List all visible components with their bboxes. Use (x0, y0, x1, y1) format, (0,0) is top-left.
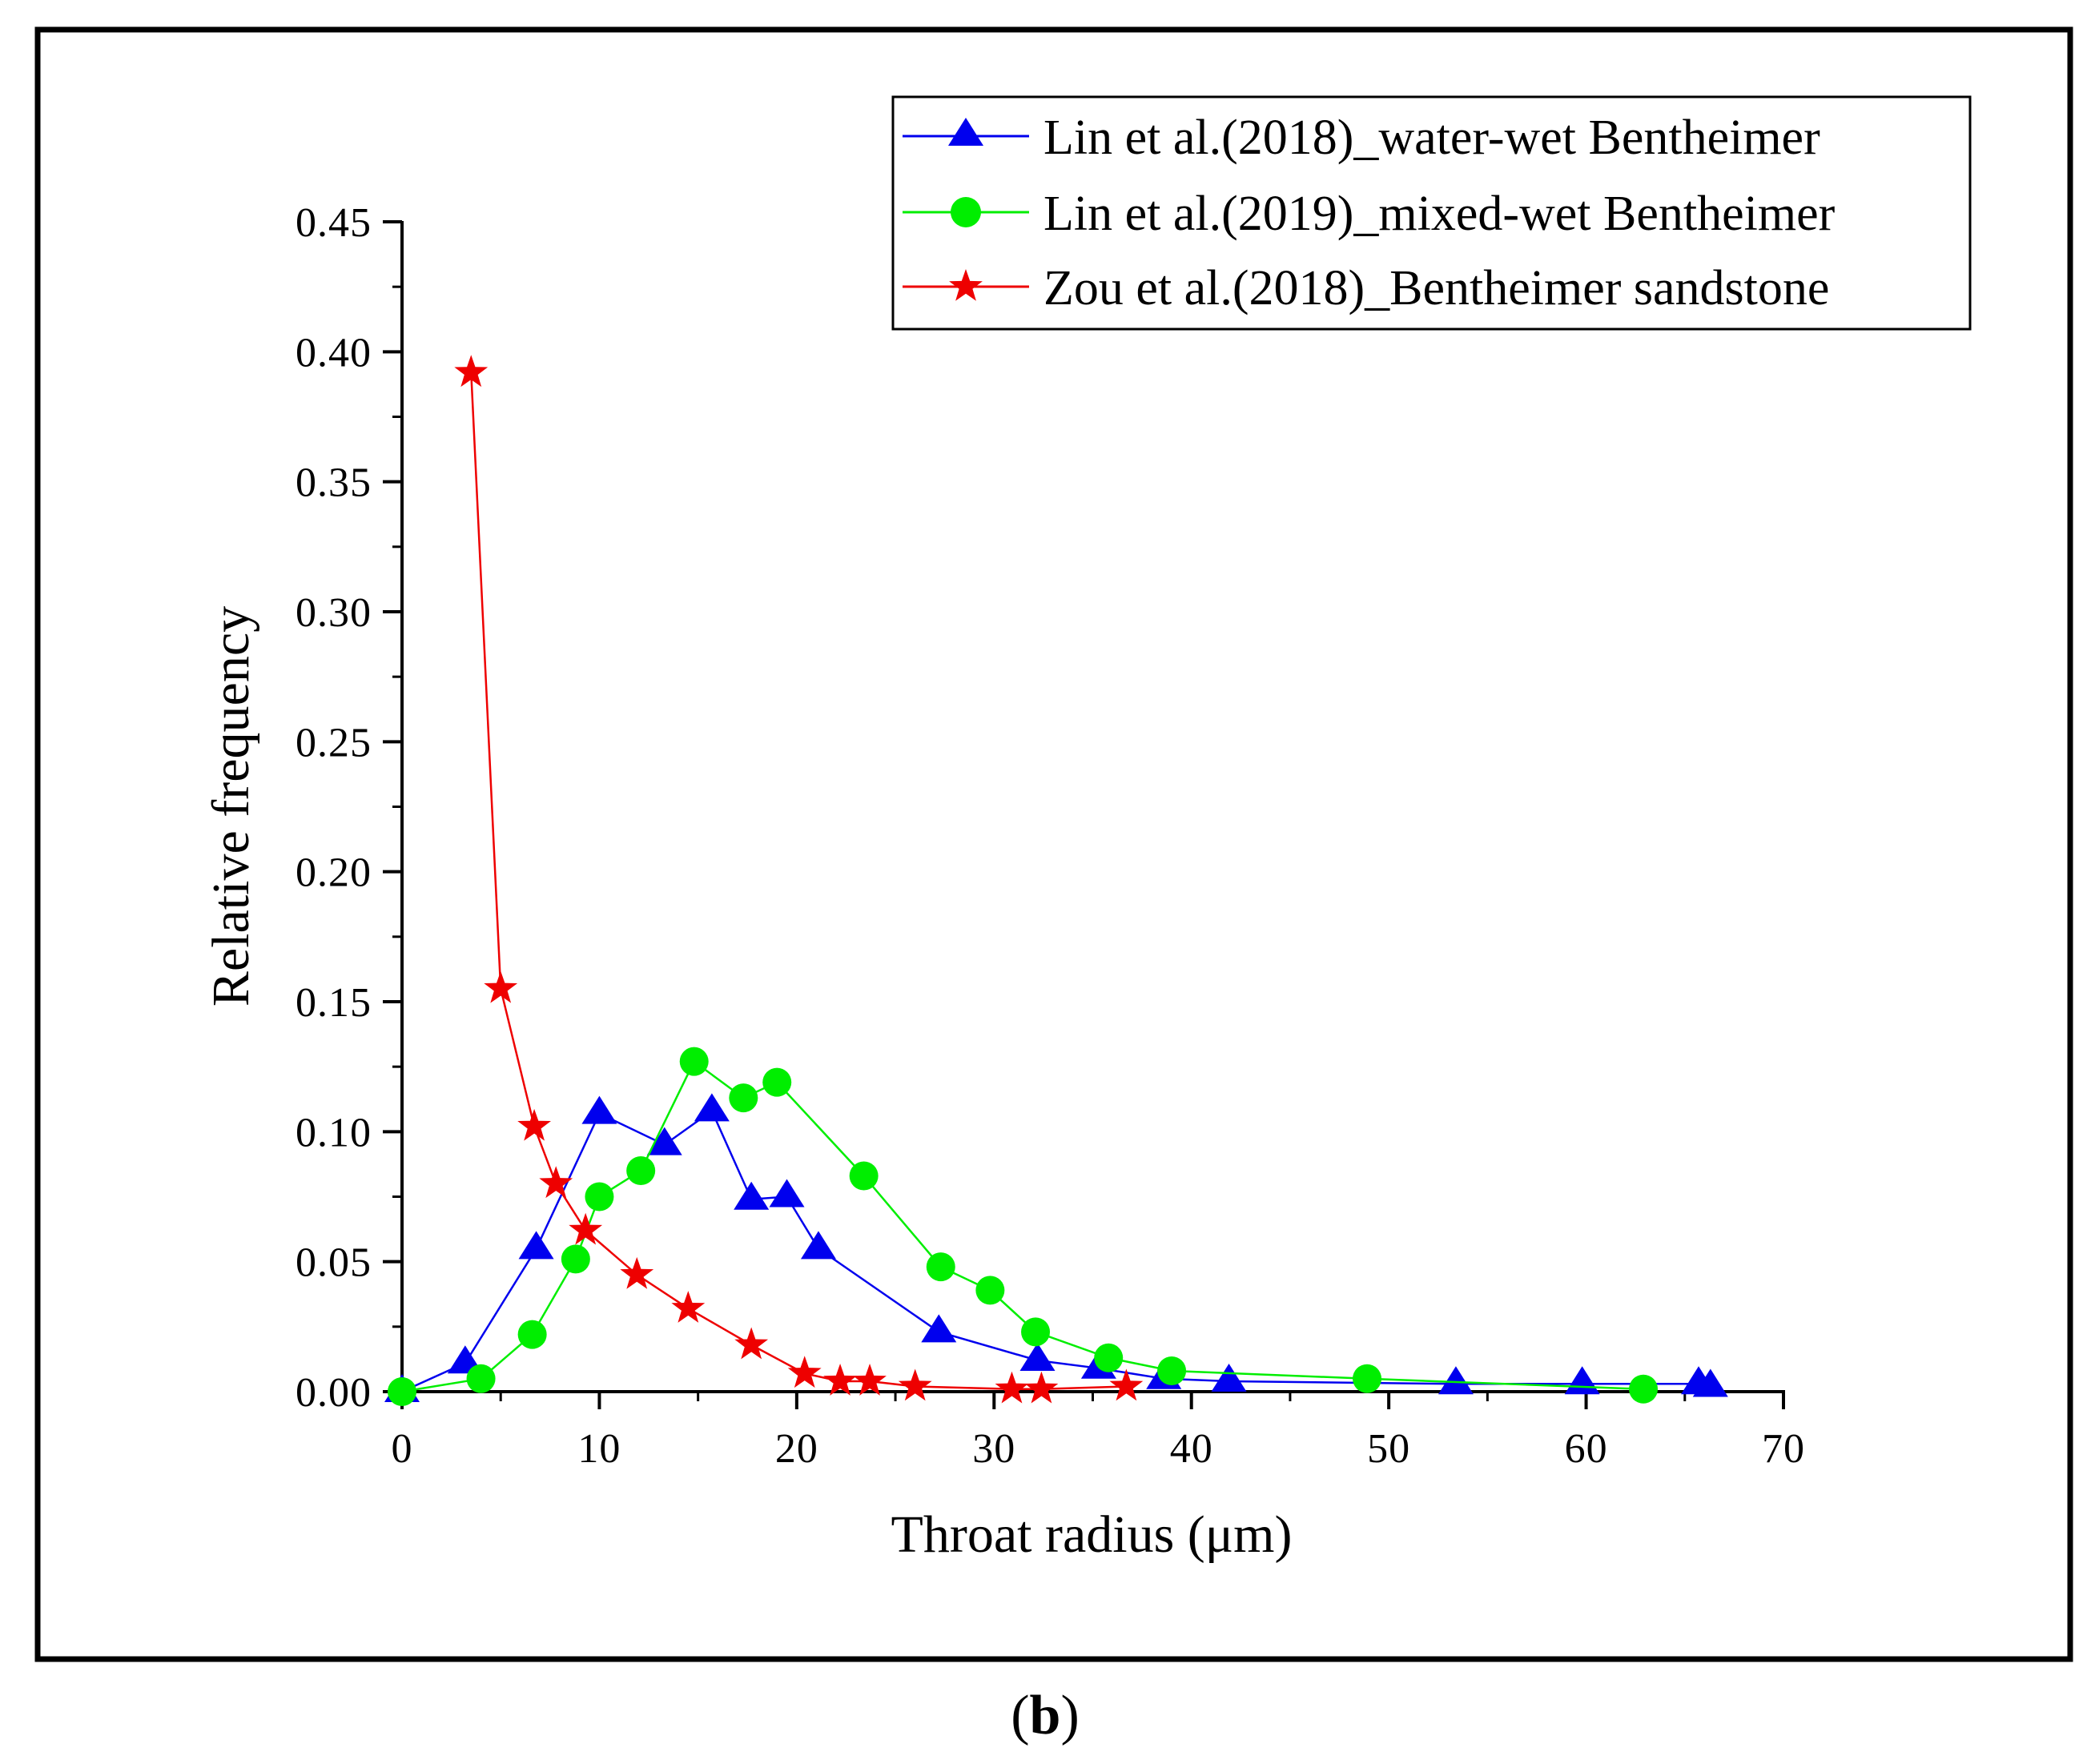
star-marker (620, 1256, 654, 1289)
y-tick-label: 0.05 (296, 1240, 372, 1286)
x-tick-label: 50 (1367, 1426, 1410, 1472)
circle-marker (561, 1244, 590, 1274)
circle-marker (585, 1182, 614, 1211)
circle-marker (679, 1047, 709, 1076)
x-tick-label: 30 (972, 1426, 1015, 1472)
legend-triangle-icon (948, 118, 983, 146)
x-tick-label: 40 (1170, 1426, 1213, 1472)
series-1 (384, 1093, 1728, 1402)
triangle-marker (1438, 1366, 1474, 1395)
circle-marker (849, 1161, 879, 1191)
y-tick-label: 0.40 (296, 330, 372, 376)
star-marker (484, 970, 518, 1003)
legend-label-zou: Zou et al.(2018)_Bentheimer sandstone (1043, 261, 1829, 315)
legend-circle-icon (951, 197, 981, 227)
x-tick-label: 70 (1762, 1426, 1805, 1472)
figure-frame (34, 26, 2073, 1662)
y-tick-label: 0.00 (296, 1370, 372, 1416)
star-marker (671, 1291, 706, 1323)
circle-marker (466, 1364, 496, 1393)
y-tick-label: 0.15 (296, 980, 372, 1026)
x-axis-ticks: 0 10 20 30 40 50 60 70 (392, 1392, 1805, 1472)
legend-box (891, 95, 1972, 331)
y-axis-ticks: 0.00 0.05 0.10 0.15 0.20 0.25 0.30 0.35 0.40 0.45 (296, 200, 402, 1416)
triangle-marker (769, 1179, 805, 1207)
series-layer (384, 355, 1728, 1406)
x-axis-title: Throat radius (μm) (891, 1505, 1293, 1564)
figure-caption: (b) (1011, 1685, 1080, 1746)
star-marker (734, 1327, 769, 1360)
legend-label-mixed-wet: Lin et al.(2019)_mixed-wet Bentheimer (1043, 187, 1836, 241)
x-tick-label: 0 (392, 1426, 413, 1472)
star-marker (539, 1166, 573, 1199)
y-tick-label: 0.10 (296, 1110, 372, 1155)
triangle-marker (800, 1231, 836, 1260)
circle-marker (388, 1377, 416, 1406)
star-marker (898, 1368, 932, 1401)
x-tick-label: 20 (775, 1426, 818, 1472)
circle-marker (517, 1320, 547, 1349)
y-tick-label: 0.45 (296, 200, 372, 246)
triangle-marker (1692, 1368, 1728, 1397)
y-tick-label: 0.25 (296, 720, 372, 765)
triangle-marker (1564, 1366, 1600, 1395)
series-line (470, 372, 1127, 1391)
caption-open: ( (1011, 1685, 1029, 1746)
circle-marker (729, 1083, 758, 1113)
star-marker (787, 1356, 822, 1388)
circle-marker (1021, 1317, 1051, 1347)
y-tick-label: 0.35 (296, 460, 372, 506)
triangle-marker (694, 1093, 730, 1122)
triangle-marker (581, 1095, 617, 1124)
star-marker (823, 1364, 857, 1396)
legend: Lin et al.(2018)_water-wet Bentheimer Li… (891, 95, 1972, 331)
circle-marker (1094, 1343, 1124, 1372)
y-tick-label: 0.20 (296, 850, 372, 896)
star-marker (1024, 1371, 1059, 1404)
star-marker (569, 1212, 603, 1245)
legend-label-water-wet: Lin et al.(2018)_water-wet Bentheimer (1043, 111, 1820, 165)
series-line (401, 1109, 1711, 1393)
triangle-marker (1211, 1364, 1247, 1392)
caption-letter: b (1030, 1685, 1061, 1746)
legend-star-icon (949, 269, 983, 301)
y-tick-label: 0.30 (296, 590, 372, 636)
x-tick-label: 60 (1565, 1426, 1608, 1472)
triangle-marker (1019, 1343, 1056, 1372)
circle-marker (626, 1156, 656, 1186)
triangle-marker (921, 1314, 957, 1343)
star-marker (995, 1371, 1029, 1404)
star-marker (853, 1364, 887, 1396)
triangle-marker (734, 1181, 770, 1210)
star-marker (517, 1108, 552, 1141)
circle-marker (1157, 1356, 1187, 1386)
triangle-marker (646, 1127, 682, 1155)
star-marker (1109, 1368, 1144, 1401)
x-tick-label: 10 (577, 1426, 621, 1472)
circle-marker (762, 1067, 792, 1097)
series-2 (388, 1047, 1659, 1406)
star-marker (454, 355, 489, 388)
circle-marker (1629, 1374, 1659, 1404)
circle-marker (926, 1252, 955, 1282)
caption-close: ) (1060, 1685, 1079, 1746)
circle-marker (975, 1276, 1005, 1305)
circle-marker (1353, 1364, 1382, 1393)
y-axis-title: Relative frequency (202, 606, 260, 1007)
triangle-marker (518, 1231, 554, 1260)
series-3 (454, 355, 1144, 1404)
